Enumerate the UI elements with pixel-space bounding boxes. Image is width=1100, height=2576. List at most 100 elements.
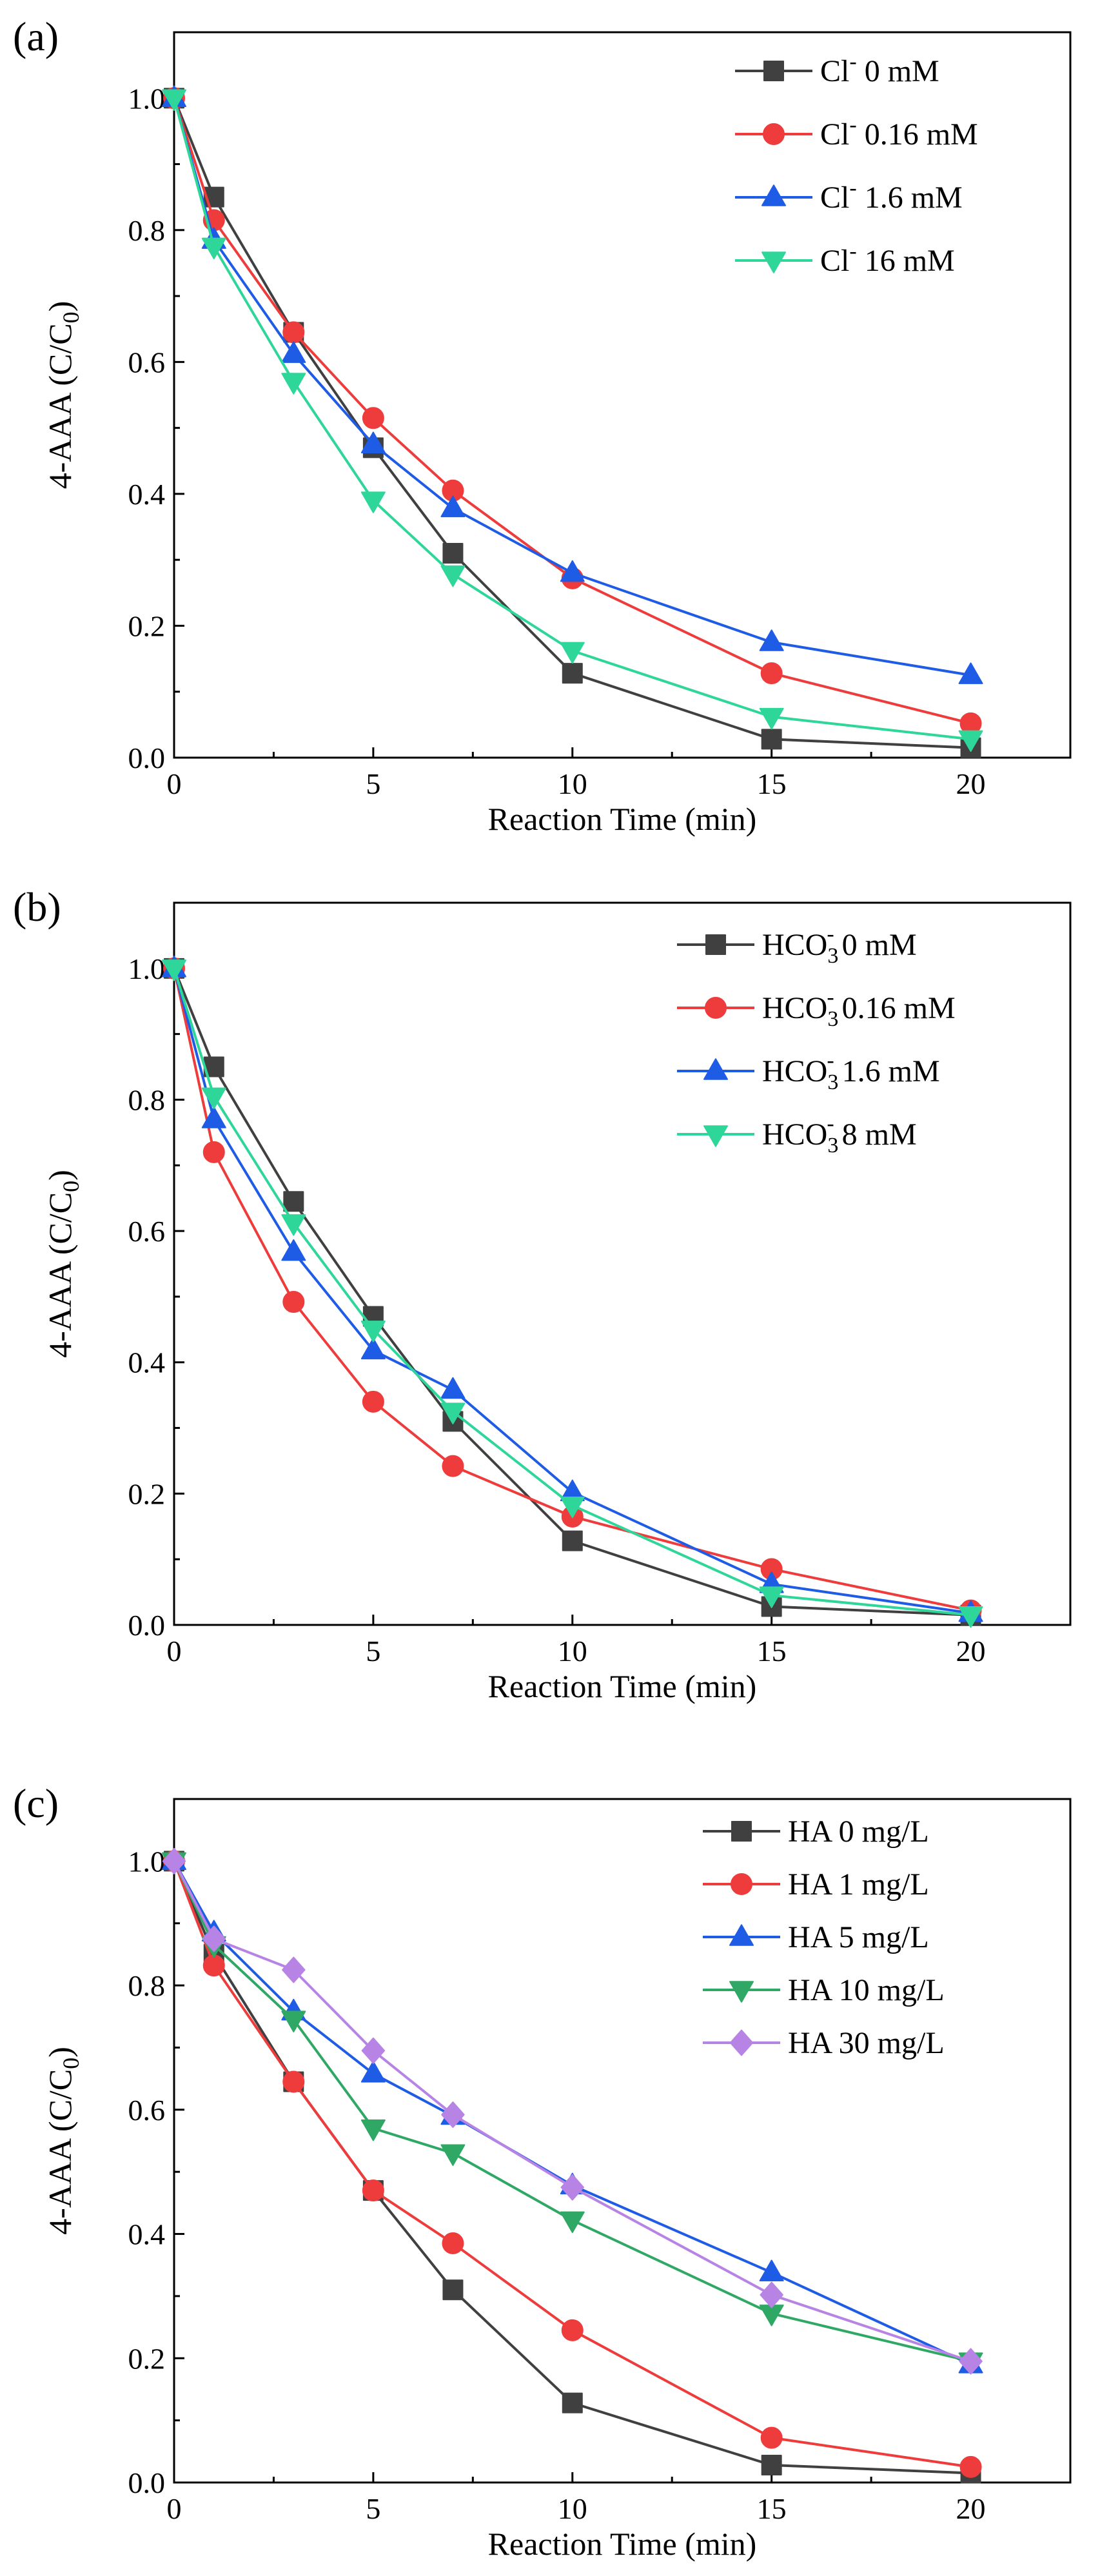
- legend-label-main: HA 30 mg/L: [788, 2026, 945, 2060]
- y-tick-label: 0.4: [128, 1346, 166, 1379]
- x-tick-label: 10: [558, 2492, 587, 2525]
- data-point: [203, 1056, 224, 1077]
- x-axis-title: Reaction Time (min): [488, 801, 757, 837]
- legend-marker: [705, 934, 726, 955]
- data-point: [362, 2179, 384, 2202]
- x-tick-label: 0: [167, 1635, 182, 1667]
- legend-label: HCO3- 1.6 mM: [762, 1048, 940, 1094]
- data-point: [360, 431, 386, 453]
- data-point: [360, 491, 386, 513]
- legend-item: HA 1 mg/L: [703, 1867, 929, 1902]
- legend-label-main: Cl: [820, 244, 849, 278]
- y-tick-label: 0.0: [128, 742, 166, 774]
- x-tick-label: 5: [366, 2492, 380, 2525]
- y-axis-title-tail: ): [42, 301, 78, 312]
- legend-label-main: HA 5 mg/L: [788, 1920, 929, 1954]
- y-axis-title-tail: ): [42, 1170, 78, 1181]
- legend-label: Cl- 1.6 mM: [820, 176, 963, 215]
- legend-marker: [703, 1058, 728, 1080]
- y-tick-label: 0.2: [128, 1477, 166, 1510]
- x-axis-title: Reaction Time (min): [488, 1668, 757, 1704]
- data-point: [162, 1847, 186, 1874]
- x-tick-label: 5: [366, 1635, 380, 1667]
- legend-label-main: HCO: [762, 1117, 827, 1152]
- data-point: [761, 2455, 782, 2476]
- legend-label: HA 0 mg/L: [788, 1814, 929, 1849]
- data-point: [162, 959, 186, 981]
- legend-label-main: Cl: [820, 181, 849, 215]
- legend-label: HA 1 mg/L: [788, 1867, 929, 1902]
- y-tick-label: 0.6: [128, 346, 166, 379]
- y-tick-label: 0.4: [128, 478, 166, 511]
- data-point: [360, 2061, 386, 2083]
- y-tick-label: 1.0: [128, 82, 166, 115]
- x-tick-label: 15: [757, 2492, 787, 2525]
- series-line: [173, 1860, 971, 2468]
- panel-label: (b): [13, 884, 61, 930]
- legend: HA 0 mg/L HA 1 mg/L HA 5 mg/L HA 10 mg/L HA …: [703, 1814, 945, 2060]
- y-axis-title-tail: ): [42, 2047, 78, 2058]
- x-tick-label: 5: [366, 767, 380, 800]
- series-line: [173, 97, 971, 749]
- legend-marker: [729, 1981, 754, 2003]
- panel-1: 0 5 10 15 20 0.0 0.2 0.4 0.6 0.8 1.0 Reaction Time …: [13, 14, 1072, 837]
- series-2: [163, 1850, 982, 2478]
- series-line: [173, 1860, 972, 2363]
- data-point: [440, 495, 466, 518]
- data-point: [281, 1239, 306, 1261]
- legend-item: HCO3- 0 mM: [677, 922, 917, 968]
- legend-label-subscript: 3: [827, 1007, 838, 1031]
- legend-marker: [761, 251, 786, 273]
- data-point: [759, 629, 784, 651]
- legend-label-main: HCO: [762, 928, 827, 962]
- data-point: [760, 2281, 783, 2308]
- data-point: [560, 1496, 585, 1519]
- data-point: [282, 1956, 306, 1983]
- plot-frame: [173, 31, 1072, 759]
- legend-label-rest: 0.16 mM: [857, 117, 978, 152]
- data-point: [560, 2174, 585, 2201]
- legend-item: HCO3- 8 mM: [677, 1112, 917, 1157]
- y-axis-title-subscript: 0: [58, 1181, 84, 1192]
- data-point: [959, 2348, 983, 2375]
- y-axis-title: 4-AAA (C/C0): [42, 301, 84, 489]
- legend-label-subscript: 3: [827, 1134, 838, 1157]
- legend-item: Cl- 16 mM: [735, 239, 955, 278]
- data-point: [442, 2232, 464, 2254]
- panel-3: 0 5 10 15 20 0.0 0.2 0.4 0.6 0.8 1.0 Reaction Time …: [13, 1780, 1072, 2562]
- legend-label-superscript: -: [827, 1048, 834, 1072]
- data-point: [201, 1087, 226, 1110]
- series-line: [173, 97, 972, 725]
- plot-frame: [173, 901, 1072, 1626]
- legend-item: HA 10 mg/L: [703, 1973, 945, 2007]
- legend-label-main: HA 0 mg/L: [788, 1814, 929, 1849]
- data-point: [759, 707, 784, 730]
- legend-item: Cl- 0.16 mM: [735, 113, 978, 152]
- y-axis-title-main: 4-AAA (C/C: [42, 2069, 78, 2235]
- legend-label-superscript: -: [827, 922, 834, 946]
- x-axis-title: Reaction Time (min): [488, 2526, 757, 2562]
- y-tick-label: 0.0: [128, 2466, 166, 2499]
- legend-item: HCO3- 1.6 mM: [677, 1048, 940, 1094]
- legend-label: Cl- 16 mM: [820, 239, 955, 278]
- plot-frame: [173, 1798, 1072, 2484]
- y-tick-label: 0.6: [128, 2094, 166, 2127]
- data-point: [442, 542, 464, 564]
- series-line: [173, 97, 971, 741]
- series-line: [173, 1860, 972, 2363]
- data-point: [958, 662, 983, 684]
- y-axis-title: 4-AAA (C/C0): [42, 1170, 84, 1358]
- y-tick-label: 0.8: [128, 1969, 166, 2002]
- series-4: [162, 959, 983, 1628]
- data-point: [282, 1291, 305, 1313]
- x-tick-label: 10: [558, 767, 587, 800]
- data-point: [360, 1337, 386, 1360]
- legend-label: HCO3- 0.16 mM: [762, 985, 956, 1031]
- y-tick-label: 1.0: [128, 1845, 166, 1878]
- legend-label: HA 5 mg/L: [788, 1920, 929, 1954]
- x-tick-label: 15: [757, 767, 787, 800]
- data-point: [360, 1321, 386, 1342]
- data-point: [162, 89, 186, 112]
